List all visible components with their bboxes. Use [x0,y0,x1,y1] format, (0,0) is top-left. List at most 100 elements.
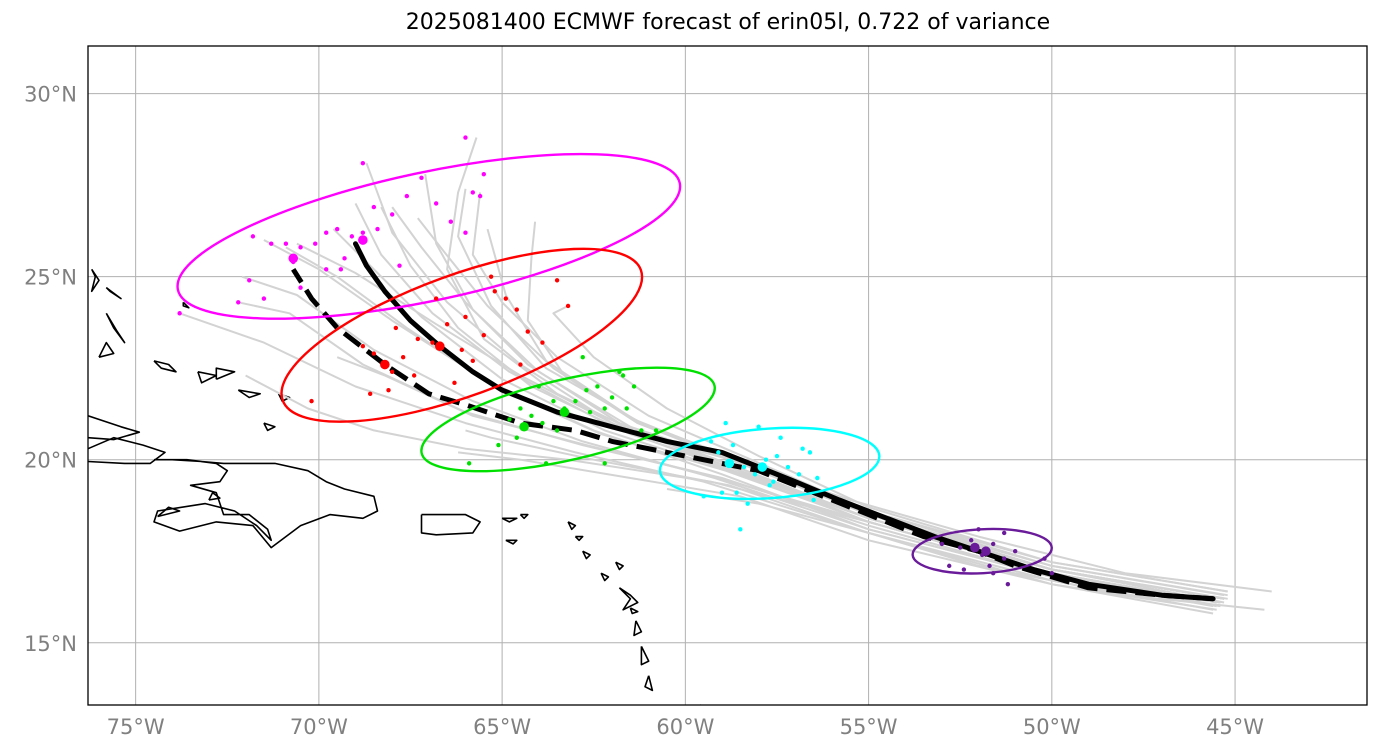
coastline [105,312,126,344]
member-position [324,267,329,272]
member-position [796,472,802,477]
member-position [367,391,373,397]
member-position [386,387,391,393]
lat-tick-label: 20°N [24,449,77,473]
member-position [448,219,454,224]
member-position [551,398,556,404]
coastline [263,422,276,432]
member-position [397,263,402,268]
ensemble-track [417,217,1225,600]
member-position [411,373,417,378]
member-position [463,314,468,320]
member-position [518,362,523,367]
member-position [371,204,377,210]
member-position [433,296,439,301]
member-position [701,494,706,499]
lon-tick-label: 75°W [107,715,165,739]
mean-track-dashed [291,267,1214,602]
member-position [375,226,380,232]
member-position [730,442,736,448]
member-position [514,307,519,312]
lon-tick-label: 70°W [290,715,348,739]
mean-position [519,421,529,432]
member-position [540,420,545,426]
member-position [741,464,747,470]
coastline [237,389,261,399]
coastline [505,539,518,545]
mean-position [435,341,445,352]
member-position [463,135,468,140]
member-position [492,289,497,294]
mean-position [970,542,980,553]
member-position [250,234,256,239]
member-position [349,234,355,239]
member-position [177,311,182,316]
coastline [519,513,529,520]
ensemble-track [552,305,1228,593]
ensemble-track [666,488,1265,611]
member-position [452,380,457,386]
member-position [433,201,439,206]
lon-tick-label: 45°W [1206,715,1264,739]
member-position [565,303,571,309]
ensemble-tracks [179,137,1272,615]
coastline [88,436,166,465]
member-position [313,241,318,246]
member-position [481,171,486,177]
coastline [157,506,181,518]
ensemble-track [263,239,1217,608]
member-position [298,285,303,290]
member-position [639,428,644,433]
member-position [481,333,486,338]
member-position [415,336,421,342]
member-position [236,300,241,305]
coastline [105,286,122,300]
member-position [987,563,992,569]
forecast-ellipse [280,247,644,423]
member-position [719,490,725,495]
member-position [514,435,519,440]
coastline [182,301,190,309]
lon-tick-label: 50°W [1023,715,1081,739]
member-position [763,457,769,462]
member-position [400,354,406,360]
member-position [990,571,996,576]
member-position [470,358,475,364]
lon-tick-label: 65°W [473,715,531,739]
mean-position [288,253,299,264]
member-position [496,442,501,448]
coastline [90,268,100,293]
coastline [581,550,591,560]
ensemble-track [465,429,1214,615]
member-position [324,230,329,235]
member-position [444,322,450,327]
member-position [767,483,772,488]
member-position [631,384,637,389]
coastline [88,415,141,441]
member-position [807,450,813,455]
forecast-ellipse [420,366,716,473]
member-position [371,351,377,356]
lat-tick-label: 25°N [24,266,77,290]
coastline [618,587,639,611]
member-position [800,446,805,451]
coastline [567,521,577,531]
member-position [734,490,739,495]
coastlines [88,268,702,705]
member-position [470,190,475,195]
member-position [360,344,366,349]
member-position [778,435,783,440]
member-position [536,384,541,389]
member-position [540,340,545,345]
ensemble-track [391,206,1225,600]
member-position [584,387,589,393]
member-position [342,256,347,261]
member-position [247,278,252,283]
member-position [360,230,366,235]
mean-tracks [291,241,1216,602]
lon-tick-label: 55°W [840,715,898,739]
member-position [309,398,314,404]
forecast-points [177,135,1055,587]
member-position [624,406,629,411]
